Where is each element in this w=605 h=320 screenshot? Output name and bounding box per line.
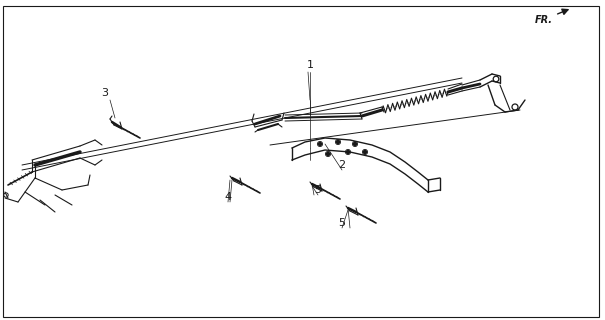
Text: 4: 4	[224, 192, 232, 202]
Text: FR.: FR.	[535, 15, 553, 25]
Text: 1: 1	[307, 60, 313, 70]
Text: 3: 3	[102, 88, 108, 98]
Text: 2: 2	[338, 160, 345, 170]
Circle shape	[318, 142, 322, 146]
Circle shape	[336, 140, 339, 144]
Circle shape	[353, 142, 356, 146]
Circle shape	[327, 152, 330, 156]
Text: 5: 5	[339, 218, 345, 228]
Circle shape	[364, 150, 367, 154]
Text: 5: 5	[315, 185, 321, 195]
Circle shape	[347, 150, 350, 154]
